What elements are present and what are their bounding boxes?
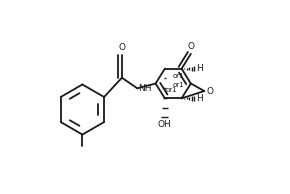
Text: H: H <box>196 94 202 103</box>
Text: or1: or1 <box>172 82 184 88</box>
Text: O: O <box>206 87 213 95</box>
Text: O: O <box>118 43 125 52</box>
Text: O: O <box>187 42 194 51</box>
Text: OH: OH <box>158 120 172 129</box>
Text: NH: NH <box>138 84 152 93</box>
Text: H: H <box>196 64 202 73</box>
Text: or1: or1 <box>172 73 184 79</box>
Text: or1: or1 <box>166 87 177 93</box>
